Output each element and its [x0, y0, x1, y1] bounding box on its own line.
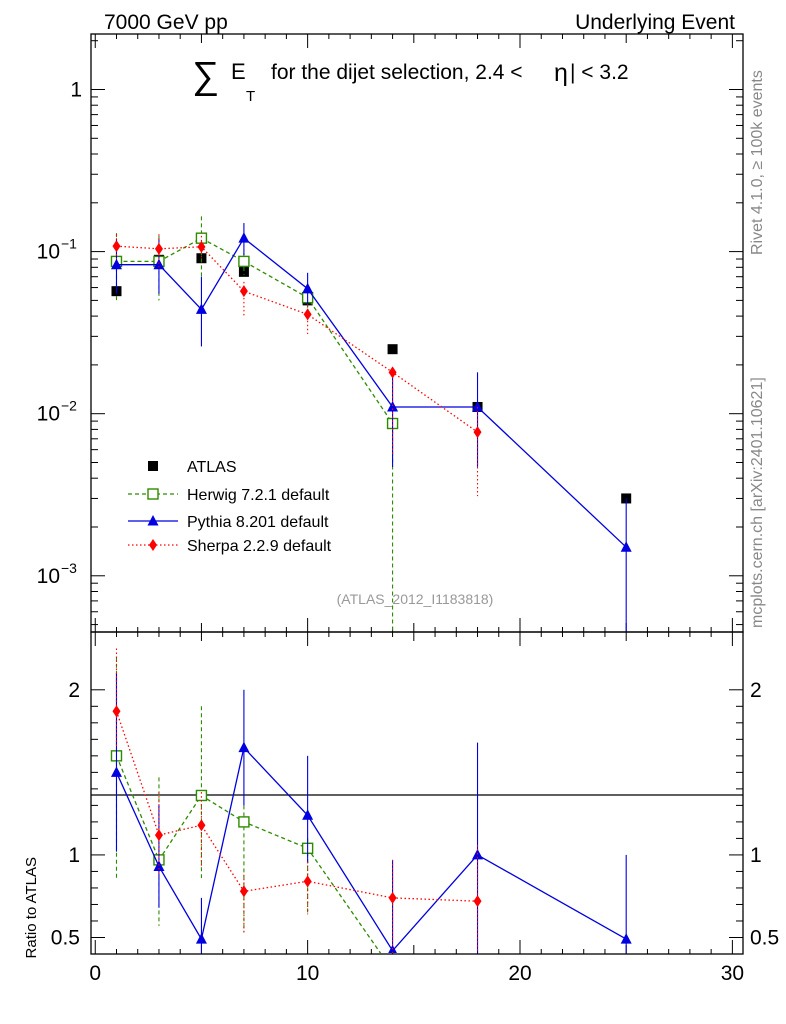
pythia-ratio-point: [302, 809, 314, 820]
sherpa-main-point: [197, 240, 206, 253]
pythia-ratio-point: [153, 860, 165, 871]
pythia-ratio-point: [110, 766, 122, 777]
ratio-tick-label-right: 0.5: [750, 926, 779, 949]
pythia-main-point: [110, 258, 122, 270]
y-tick-label: 1: [70, 79, 82, 102]
ratio-tick-label-left: 2: [68, 679, 80, 702]
axis-tick-labels: 110 −110 −210 −32 21 10.5 0.50 10 20 30: [37, 79, 780, 985]
title-text-b: | < 3.2: [570, 61, 629, 84]
herwig-main-point: [238, 255, 250, 268]
legend-markers: [128, 461, 178, 551]
legend: ATLAS Herwig 7.2.1 default Pythia 8.201 …: [128, 459, 332, 555]
legend-label-atlas: ATLAS: [187, 459, 237, 476]
herwig-main-line: [116, 237, 394, 424]
herwig-ratio-point: [388, 966, 398, 976]
ratio-plot-series: [110, 648, 632, 976]
legend-marker-herwig: [147, 488, 159, 500]
y-tick-exponent: −1: [61, 236, 77, 252]
atlas-main-point: [238, 266, 249, 277]
pythia-main-point: [153, 258, 165, 270]
y-tick-label: 10: [37, 403, 60, 426]
herwig-ratio-point: [195, 789, 208, 802]
legend-marker-atlas: [148, 461, 158, 471]
x-tick-label: 10: [296, 962, 319, 985]
analysis-watermark: (ATLAS_2012_I1183818): [337, 591, 494, 607]
y-tick-label: 10: [37, 565, 60, 588]
y-tick-exponent: −2: [61, 398, 77, 414]
x-tick-label: 20: [508, 962, 531, 985]
herwig-ratio-point: [238, 816, 250, 828]
header-right-label: Underlying Event: [575, 11, 735, 34]
pythia-ratio-line: [115, 746, 627, 952]
rivet-version-label: Rivet 4.1.0, ≥ 100k events: [749, 70, 766, 255]
title-t-subscript: T: [246, 88, 255, 105]
title-e: E: [231, 59, 246, 84]
legend-marker-sherpa: [149, 539, 157, 551]
sherpa-ratio-point: [303, 875, 312, 888]
chart-title: ∑ E T for the dijet selection, 2.4 < η |…: [192, 55, 629, 105]
axis-ticks: [91, 34, 743, 954]
pythia-ratio-point: [620, 933, 632, 944]
pythia-main-point: [472, 400, 484, 412]
pythia-main-point: [620, 541, 632, 552]
sherpa-main-point: [154, 242, 163, 255]
ratio-tick-label-right: 2: [750, 679, 762, 702]
ratio-tick-label-left: 1: [68, 844, 80, 867]
sherpa-main-point: [239, 285, 248, 298]
ratio-tick-label-right: 1: [750, 844, 762, 867]
mcplots-label: mcplots.cern.ch [arXiv:2401.10621]: [749, 377, 766, 628]
header-left-label: 7000 GeV pp: [104, 11, 228, 34]
x-tick-label: 0: [89, 962, 101, 985]
legend-label-pythia: Pythia 8.201 default: [187, 514, 329, 531]
atlas-main-point: [387, 344, 398, 355]
sherpa-ratio-point: [388, 891, 397, 904]
sherpa-ratio-point: [112, 705, 121, 718]
pythia-main-point: [302, 282, 314, 294]
pythia-main-line: [116, 237, 627, 548]
sherpa-ratio-point: [473, 895, 482, 908]
pythia-main-point: [195, 303, 207, 314]
pythia-main-point: [387, 400, 399, 412]
sherpa-main-point: [303, 308, 312, 321]
legend-label-sherpa: Sherpa 2.2.9 default: [187, 538, 332, 555]
sherpa-main-point: [112, 240, 121, 253]
pythia-ratio-point: [238, 741, 250, 753]
legend-marker-pythia: [147, 515, 159, 526]
atlas-main-point: [196, 253, 207, 264]
sherpa-main-point: [388, 366, 397, 379]
sherpa-ratio-point: [197, 819, 206, 832]
x-tick-label: 30: [721, 962, 744, 985]
title-eta: η: [554, 59, 568, 87]
sherpa-main-line: [116, 245, 478, 433]
ratio-plot-frame: [90, 631, 744, 955]
ratio-y-axis-label: Ratio to ATLAS: [23, 857, 40, 958]
y-tick-label: 10: [37, 241, 60, 264]
sherpa-ratio-point: [239, 885, 248, 898]
legend-label-herwig: Herwig 7.2.1 default: [187, 487, 330, 504]
pythia-ratio-point: [195, 933, 207, 944]
ratio-tick-label-left: 0.5: [51, 926, 80, 949]
main-plot-series: [110, 216, 632, 631]
sherpa-ratio-point: [154, 829, 163, 842]
pythia-main-point: [238, 232, 250, 243]
title-text-a: for the dijet selection, 2.4 <: [271, 61, 523, 84]
sherpa-ratio-line: [115, 711, 478, 902]
sherpa-main-point: [473, 426, 482, 439]
title-sum-symbol: ∑: [192, 55, 219, 97]
y-tick-exponent: −3: [61, 560, 77, 576]
herwig-ratio-line: [115, 755, 382, 953]
